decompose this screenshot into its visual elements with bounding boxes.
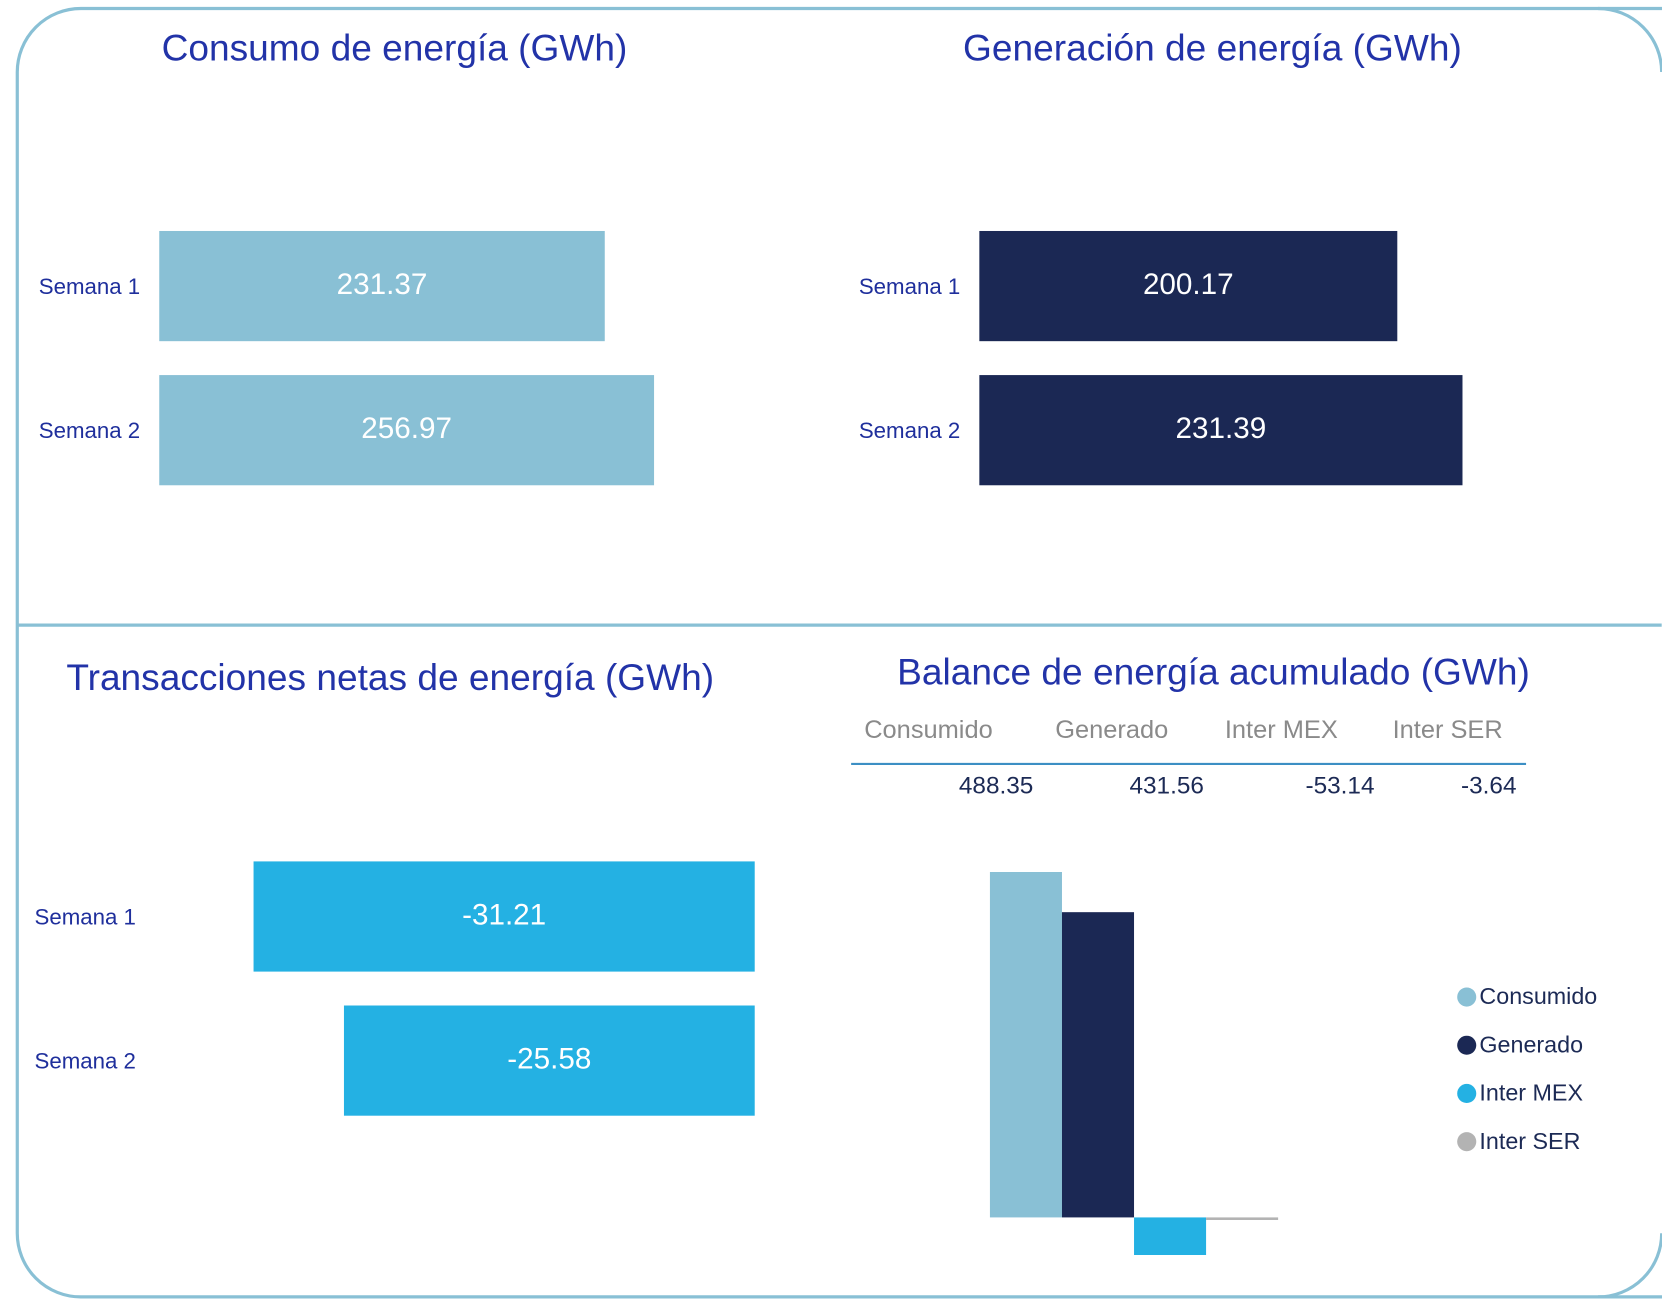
chart-title: Generación de energía (GWh) [963,27,1462,69]
category-label: Semana 2 [859,418,960,443]
chart-title: Transacciones netas de energía (GWh) [66,656,714,698]
category-label: Semana 1 [35,904,136,929]
category-label: Semana 2 [39,418,140,443]
category-label: Semana 1 [39,274,140,299]
legend-marker [1457,987,1477,1007]
frame-corner [1598,1233,1662,1299]
table-value: -3.64 [1461,773,1517,800]
bar [1061,912,1135,1218]
legend-marker [1457,1035,1477,1055]
data-label: -31.21 [462,898,546,931]
table-header: Inter SER [1393,716,1503,744]
bar [159,375,655,486]
bar [1134,1217,1207,1256]
bar [1206,1217,1279,1220]
category-label: Semana 2 [35,1049,136,1074]
bar [253,861,755,972]
data-label: 231.39 [1176,412,1267,445]
bar [159,230,605,342]
table-value: -53.14 [1305,773,1374,800]
table-value: 488.35 [959,773,1034,800]
table-header: Inter MEX [1225,716,1338,744]
chart-title: Consumo de energía (GWh) [162,27,628,69]
data-label: 231.37 [337,268,428,301]
category-label: Semana 1 [859,274,960,299]
legend-label: Inter SER [1479,1128,1580,1154]
frame-corner [1598,6,1662,73]
bar [979,375,1463,486]
legend-label: Consumido [1479,983,1597,1009]
chart-title: Balance de energía acumulado (GWh) [897,651,1530,693]
table-header: Consumido [864,716,993,744]
bar [343,1005,755,1116]
legend-label: Inter MEX [1479,1080,1583,1106]
bar [989,872,1062,1218]
data-label: 256.97 [361,412,452,445]
data-label: 200.17 [1143,268,1234,301]
data-label: -25.58 [507,1042,591,1075]
legend-marker [1457,1132,1477,1152]
bar [979,230,1398,342]
table-header: Generado [1055,716,1168,744]
legend-marker [1457,1083,1477,1103]
frame [15,6,1662,1299]
table-value: 431.56 [1129,773,1204,800]
legend-label: Generado [1479,1031,1583,1057]
